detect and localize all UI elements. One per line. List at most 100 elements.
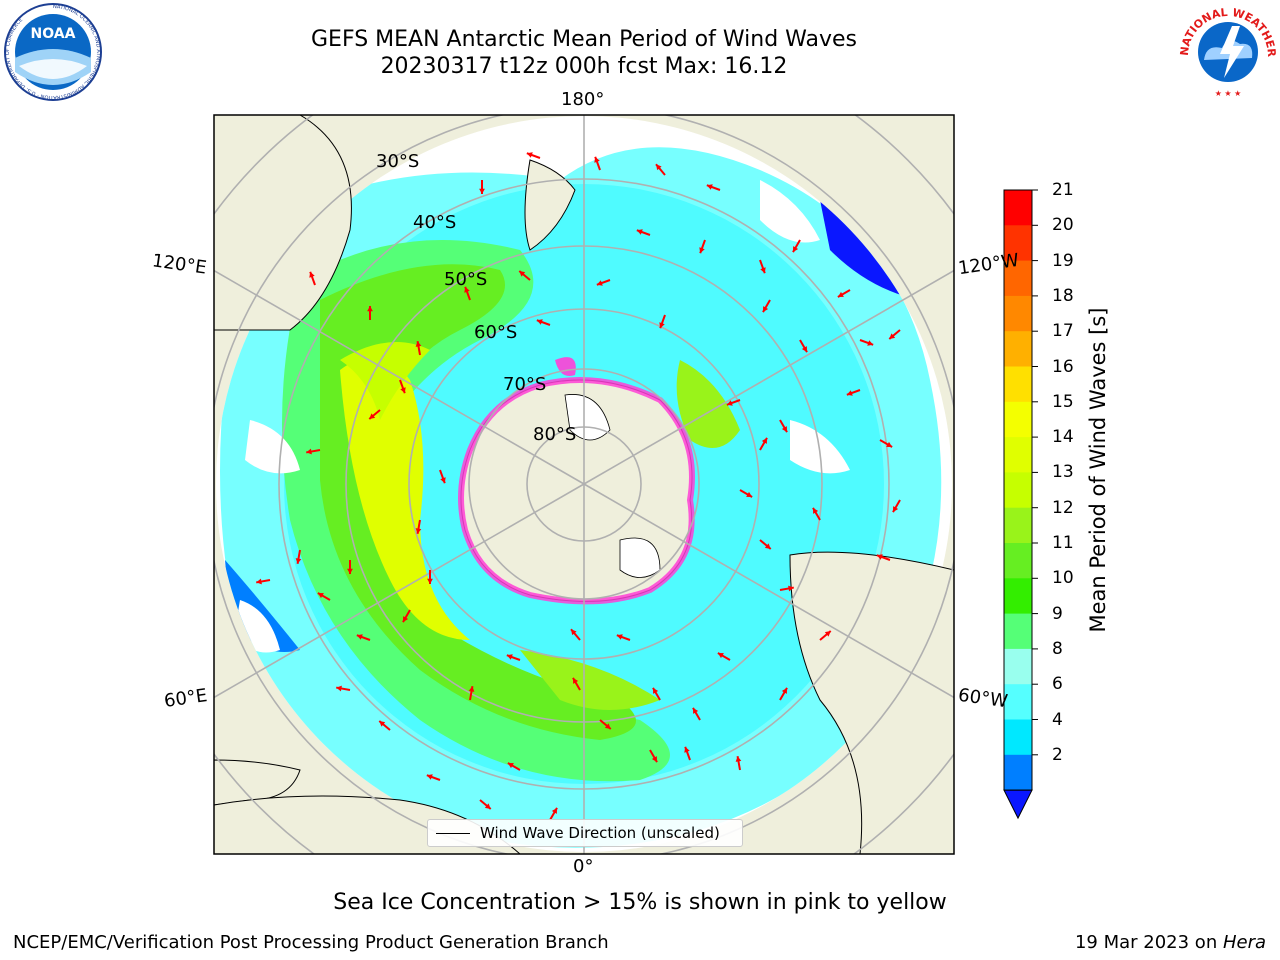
wave-direction-arrow-head bbox=[781, 426, 787, 433]
nws-logo-icon: NATIONAL WEATHER SERVICE ★ ★ ★ bbox=[1174, 0, 1278, 100]
wave-direction-arrow-head bbox=[427, 578, 433, 584]
wave-direction-arrow-head bbox=[367, 306, 373, 312]
wave-direction-arrow-head bbox=[886, 441, 893, 447]
colorbar-segment bbox=[1004, 437, 1032, 473]
colorbar-tick-label: 9 bbox=[1052, 603, 1063, 624]
colorbar-tick-label: 10 bbox=[1052, 568, 1074, 589]
wave-direction-arrow-head bbox=[403, 616, 409, 623]
colorbar-label: Mean Period of Wind Waves [s] bbox=[1086, 307, 1110, 633]
wave-direction-arrow-head bbox=[717, 653, 724, 659]
wave-direction-arrow-head bbox=[726, 400, 733, 406]
wave-direction-arrow-head bbox=[684, 746, 690, 753]
colorbar-segment bbox=[1004, 190, 1032, 226]
colorbar-tick-label: 20 bbox=[1052, 215, 1074, 236]
colorbar-segment bbox=[1004, 719, 1032, 756]
wave-direction-arrow-head bbox=[440, 477, 446, 484]
wave-direction-arrow-head bbox=[813, 507, 819, 514]
lat-label-30s: 30°S bbox=[376, 151, 420, 172]
wave-direction-arrow-head bbox=[693, 707, 699, 714]
wave-direction-arrow-head bbox=[317, 593, 324, 599]
colorbar-segment bbox=[1004, 225, 1032, 262]
wave-direction-arrow-head bbox=[699, 247, 705, 254]
wave-direction-arrow-head bbox=[484, 803, 491, 809]
wave-direction-arrow-head bbox=[309, 271, 315, 278]
footer-credit: NCEP/EMC/Verification Post Processing Pr… bbox=[13, 932, 609, 953]
colorbar-segment bbox=[1004, 472, 1032, 509]
colorbar-tick-label: 21 bbox=[1052, 180, 1074, 200]
wave-direction-arrow-head bbox=[295, 558, 302, 564]
colorbar bbox=[1003, 189, 1038, 820]
wave-direction-arrow-head bbox=[653, 687, 659, 694]
wave-direction-arrow-head bbox=[893, 506, 899, 513]
wave-direction-arrow-head bbox=[571, 629, 577, 636]
wave-direction-arrow-head bbox=[256, 578, 262, 585]
map-legend: Wind Wave Direction (unscaled) bbox=[427, 819, 743, 847]
colorbar-segment bbox=[1004, 260, 1032, 297]
colorbar-segment bbox=[1004, 366, 1032, 403]
svg-text:★ ★ ★: ★ ★ ★ bbox=[1215, 89, 1242, 98]
wave-direction-arrow-head bbox=[846, 390, 853, 396]
colorbar-segment bbox=[1004, 648, 1032, 685]
wave-direction-arrow-head bbox=[369, 413, 376, 419]
colorbar-extend-arrow bbox=[1003, 789, 1033, 820]
colorbar-tick-label: 14 bbox=[1052, 427, 1074, 448]
wave-direction-arrow-head bbox=[356, 634, 363, 640]
wave-direction-arrow-head bbox=[306, 448, 312, 455]
wave-direction-arrow-head bbox=[793, 246, 799, 253]
sea-ice-note: Sea Ice Concentration > 15% is shown in … bbox=[333, 890, 947, 915]
wave-direction-arrow-head bbox=[506, 654, 513, 660]
colorbar-segment bbox=[1004, 754, 1032, 791]
wave-direction-arrow-head bbox=[735, 756, 742, 762]
wave-direction-arrow-head bbox=[837, 291, 844, 297]
colorbar-tick-label: 13 bbox=[1052, 462, 1074, 483]
colorbar-segment bbox=[1004, 295, 1032, 332]
chart-title: GEFS MEAN Antarctic Mean Period of Wind … bbox=[311, 27, 857, 52]
wave-direction-arrow-head bbox=[336, 685, 342, 692]
wave-direction-arrow-head bbox=[347, 568, 353, 574]
wave-direction-arrow-head bbox=[594, 156, 600, 163]
wave-direction-arrow-head bbox=[379, 721, 386, 727]
wave-direction-arrow-head bbox=[760, 267, 766, 274]
footer-date: 19 Mar 2023 on Hera bbox=[1075, 932, 1266, 953]
colorbar-segment bbox=[1004, 684, 1032, 720]
wave-direction-arrow-head bbox=[536, 319, 543, 325]
wave-direction-arrow-head bbox=[659, 322, 665, 329]
wave-direction-arrow-head bbox=[616, 634, 623, 640]
wave-direction-arrow-head bbox=[573, 677, 579, 684]
wave-direction-arrow-head bbox=[519, 271, 526, 277]
lat-label-60s: 60°S bbox=[474, 322, 518, 343]
sea-ice-edge bbox=[458, 377, 695, 605]
wave-direction-arrow-head bbox=[479, 188, 485, 194]
lat-label-70s: 70°S bbox=[503, 374, 547, 395]
wave-direction-arrow-head bbox=[788, 585, 794, 592]
lat-label-40s: 40°S bbox=[413, 212, 457, 233]
colorbar-tick-label: 19 bbox=[1052, 250, 1074, 271]
colorbar-tick-label: 8 bbox=[1052, 638, 1063, 659]
wave-direction-arrow-head bbox=[706, 184, 713, 190]
colorbar-segment bbox=[1004, 507, 1032, 544]
legend-line-icon bbox=[436, 832, 470, 834]
colorbar-tick-label: 18 bbox=[1052, 285, 1074, 306]
wave-direction-arrow-head bbox=[426, 774, 433, 780]
wave-direction-arrow-head bbox=[876, 554, 883, 560]
wave-direction-arrow-head bbox=[764, 543, 771, 549]
lat-label-50s: 50°S bbox=[444, 269, 488, 290]
noaa-logo-icon: NOAA NATIONAL OCEANIC AND ATMOSPHERIC AD… bbox=[3, 2, 103, 102]
colorbar-outline bbox=[1003, 189, 1033, 791]
wave-direction-arrow-head bbox=[656, 164, 662, 171]
colorbar-segment bbox=[1004, 578, 1032, 615]
wave-direction-arrow-head bbox=[526, 152, 533, 158]
lon-label-0: 0° bbox=[573, 856, 594, 877]
australia-land bbox=[214, 115, 352, 331]
wave-direction-arrow-head bbox=[415, 341, 422, 347]
wave-direction-arrow-head bbox=[867, 340, 874, 346]
colorbar-segment bbox=[1004, 331, 1032, 367]
colorbar-tick-label: 4 bbox=[1052, 709, 1063, 730]
colorbar-segment bbox=[1004, 543, 1032, 579]
colorbar-tick-label: 12 bbox=[1052, 497, 1074, 518]
wave-direction-arrow-head bbox=[763, 306, 769, 313]
colorbar-tick-label: 2 bbox=[1052, 744, 1063, 765]
wave-direction-arrow-head bbox=[761, 437, 767, 444]
lat-label-80s: 80°S bbox=[533, 424, 577, 445]
